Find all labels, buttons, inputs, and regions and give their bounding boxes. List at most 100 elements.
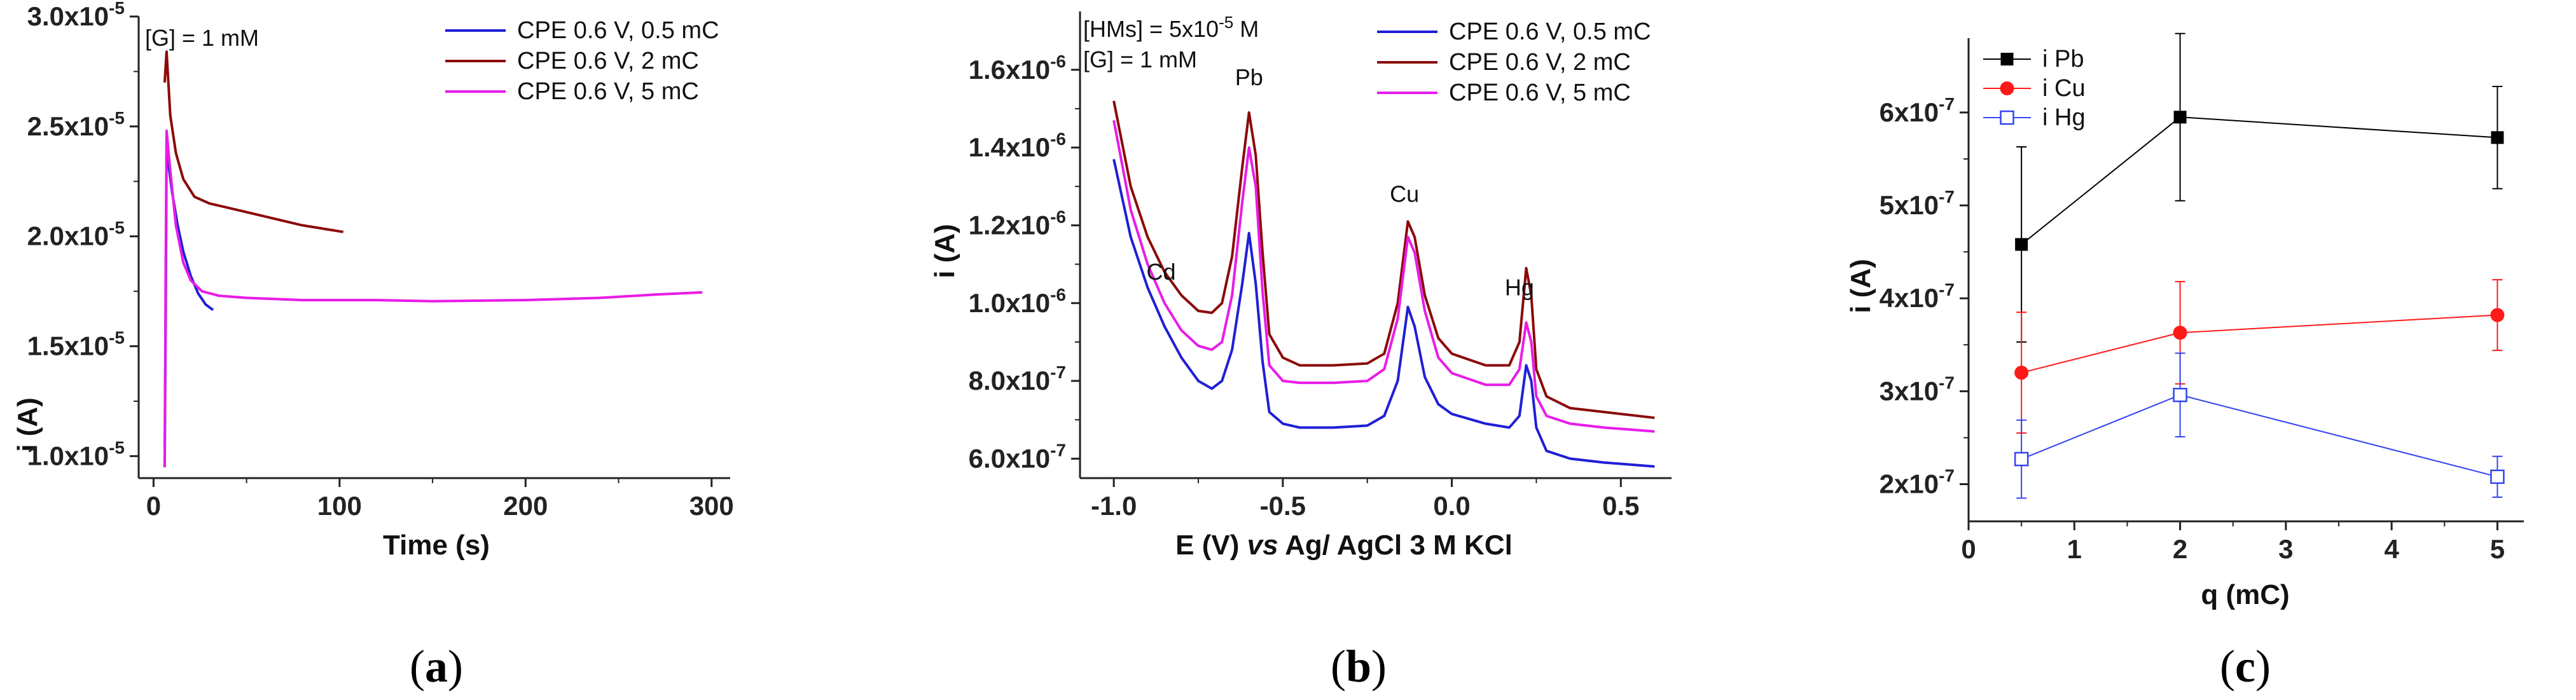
panel-c-data-point <box>2000 110 2014 125</box>
panel-c-xtick-label: 5 <box>2490 534 2505 564</box>
ytick-base: 6.0x10 <box>969 443 1050 473</box>
panel-c-ytick-label: 5x10-7 <box>1880 187 1955 220</box>
ytick-exponent: -5 <box>109 328 125 348</box>
panel-a-xtick-label: 100 <box>317 491 362 521</box>
panel-a-chart: [G] = 1 mM Time (s) i (A) CPE 0.6 V, 0.5… <box>12 0 734 561</box>
panel-a-legend-label: CPE 0.6 V, 2 mC <box>517 48 699 74</box>
panel-b-xtick-label: 0.5 <box>1602 491 1639 521</box>
panel-c-ytick-label: 2x10-7 <box>1880 466 1955 499</box>
ytick-exponent: -5 <box>109 437 125 457</box>
panel-a-ylabel: i (A) <box>12 397 43 452</box>
panel-b-ylabel: i (A) <box>929 224 960 278</box>
panel-b-ytick-label: 1.4x10-6 <box>969 129 1066 162</box>
panel-c-data-point <box>2490 469 2505 484</box>
panel-c-legend-label: i Pb <box>2042 46 2084 72</box>
panel-a-series-3 <box>163 129 703 467</box>
panel-label-a-letter: a <box>425 641 448 692</box>
panel-b-xlabel: E (V) vs Ag/ AgCl 3 M KCl <box>1175 530 1513 561</box>
ytick-base: 2x10 <box>1880 469 1939 499</box>
ytick-base: 6x10 <box>1880 97 1939 127</box>
panel-c-series-2 <box>2014 279 2505 434</box>
panel-c-ytick-label: 6x10-7 <box>1880 94 1955 127</box>
ytick-exponent: -7 <box>1939 373 1955 392</box>
ytick-base: 1.2x10 <box>969 210 1050 240</box>
panel-b-legend-item: CPE 0.6 V, 2 mC <box>1377 49 1631 76</box>
panel-c-data-point <box>2000 81 2014 95</box>
panel-b-xlabel-part-1: E (V) <box>1175 530 1247 561</box>
panel-c-ytick-label: 4x10-7 <box>1880 280 1955 313</box>
panel-b-ytick-label: 1.2x10-6 <box>969 207 1066 240</box>
ytick-base: 1.5x10 <box>27 331 109 361</box>
panel-c-xtick-label: 1 <box>2067 534 2082 564</box>
panel-a-series-2 <box>163 50 344 233</box>
panel-c-series-3 <box>2014 352 2505 499</box>
ytick-base: 2.5x10 <box>27 111 109 141</box>
panel-a-legend-item: CPE 0.6 V, 5 mC <box>445 78 699 105</box>
panel-b-series-line <box>1112 158 1655 468</box>
ytick-exponent: -6 <box>1050 207 1066 226</box>
ytick-exponent: -5 <box>109 0 125 18</box>
panel-b-annotation-line-2: [G] = 1 mM <box>1083 46 1197 72</box>
panel-label-b-letter: b <box>1346 641 1371 692</box>
panel-c-legend-label: i Hg <box>2042 104 2086 131</box>
panel-c-legend-item: i Pb <box>1983 46 2084 72</box>
panel-a-ytick-label: 1.0x10-5 <box>27 437 125 470</box>
panel-b-xlabel-part-2: vs <box>1247 530 1278 561</box>
panel-c-series-1 <box>2015 32 2504 343</box>
panel-c-legend-label: i Cu <box>2042 75 2086 102</box>
panel-c-data-point <box>2000 53 2014 65</box>
panel-b-legend-label: CPE 0.6 V, 2 mC <box>1449 49 1631 76</box>
panel-c-data-point <box>2015 238 2028 251</box>
panel-b-legend-item: CPE 0.6 V, 5 mC <box>1377 79 1631 106</box>
panel-b-annotation-1-post: M <box>1233 16 1259 42</box>
panel-b-xlabel-part-3: Ag/ AgCl 3 M KCl <box>1278 530 1513 561</box>
panel-a-ytick-label: 1.5x10-5 <box>27 328 125 361</box>
ytick-exponent: -7 <box>1939 466 1955 486</box>
panel-b-ytick-label: 8.0x10-7 <box>969 362 1066 395</box>
panel-c-legend-item: i Hg <box>1983 104 2086 131</box>
panel-a-legend-label: CPE 0.6 V, 0.5 mC <box>517 17 719 44</box>
panel-c-series-line <box>2021 314 2498 374</box>
panel-b-series-1 <box>1112 158 1655 468</box>
ytick-exponent: -5 <box>109 218 125 238</box>
panel-b-xtick-label: -1.0 <box>1091 491 1137 521</box>
panel-a-legend-item: CPE 0.6 V, 0.5 mC <box>445 17 719 44</box>
ytick-base: 3.0x10 <box>27 1 109 31</box>
ytick-base: 2.0x10 <box>27 221 109 251</box>
ytick-base: 4x10 <box>1880 283 1939 313</box>
panel-b-series-2 <box>1112 100 1655 420</box>
ytick-exponent: -7 <box>1050 362 1066 382</box>
panel-c-xtick-label: 0 <box>1961 534 1976 564</box>
panel-b-peak-label: Pb <box>1235 64 1263 90</box>
panel-c-xtick-label: 3 <box>2278 534 2293 564</box>
panel-c-legend: i Pb i Cui Hg <box>1983 46 2086 131</box>
panel-b-chart: [HMs] = 5x10-5 M [G] = 1 mM E (V) vs Ag/… <box>929 11 1672 561</box>
panel-a-xtick-label: 200 <box>503 491 548 521</box>
panel-label-b: (b) <box>1331 641 1387 692</box>
panel-a-series-line <box>163 129 703 467</box>
ytick-base: 5x10 <box>1880 190 1939 220</box>
ytick-exponent: -5 <box>109 108 125 128</box>
panel-c-data-point <box>2014 451 2029 467</box>
ytick-exponent: -6 <box>1050 285 1066 305</box>
panel-a-xtick-label: 300 <box>689 491 734 521</box>
panel-c-data-point <box>2014 366 2029 380</box>
panel-c-xtick-label: 4 <box>2384 534 2399 564</box>
panel-c-ylabel: i (A) <box>1845 259 1876 313</box>
panel-b-xtick-label: 0.0 <box>1433 491 1470 521</box>
panel-a-legend-label: CPE 0.6 V, 5 mC <box>517 78 699 105</box>
panel-label-c: (c) <box>2220 641 2271 692</box>
panel-c-xlabel: q (mC) <box>2201 579 2289 610</box>
panel-a-annotation: [G] = 1 mM <box>145 25 259 51</box>
ytick-base: 1.6x10 <box>969 55 1050 85</box>
ytick-base: 3x10 <box>1880 376 1939 406</box>
panel-a-legend: CPE 0.6 V, 0.5 mC CPE 0.6 V, 2 mC CPE 0.6 … <box>445 17 719 105</box>
panel-c-series-line <box>2021 116 2498 245</box>
panel-c-xtick-label: 2 <box>2173 534 2187 564</box>
panel-b-peak-label: Cd <box>1147 259 1176 285</box>
panel-b-legend-label: CPE 0.6 V, 0.5 mC <box>1449 18 1651 45</box>
panel-b-annotation-line-1: [HMs] = 5x10-5 M <box>1083 13 1259 42</box>
ytick-base: 8.0x10 <box>969 366 1050 395</box>
ytick-exponent: -7 <box>1939 187 1955 207</box>
panel-a-ytick-label: 2.0x10-5 <box>27 218 125 251</box>
